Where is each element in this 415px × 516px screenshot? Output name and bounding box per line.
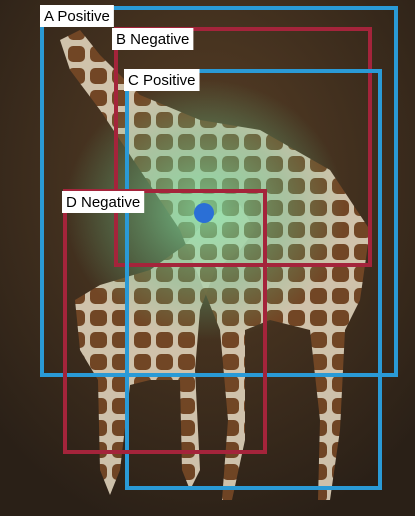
box-label: C Positive <box>128 72 196 89</box>
label-bg <box>40 5 114 27</box>
labels: A Positive B Negative C Positive D Negat… <box>40 5 200 213</box>
label-bg <box>124 69 200 91</box>
box-label: B Negative <box>116 31 189 48</box>
box-label: D Negative <box>66 194 140 211</box>
label-bg <box>112 28 194 50</box>
box-a <box>40 6 398 377</box>
label-bg <box>62 191 145 213</box>
box-d <box>63 189 267 454</box>
boxes <box>40 6 398 490</box>
box-label: A Positive <box>44 8 110 25</box>
click-point <box>194 203 214 223</box>
box-b <box>114 27 372 267</box>
box-c <box>125 69 382 490</box>
